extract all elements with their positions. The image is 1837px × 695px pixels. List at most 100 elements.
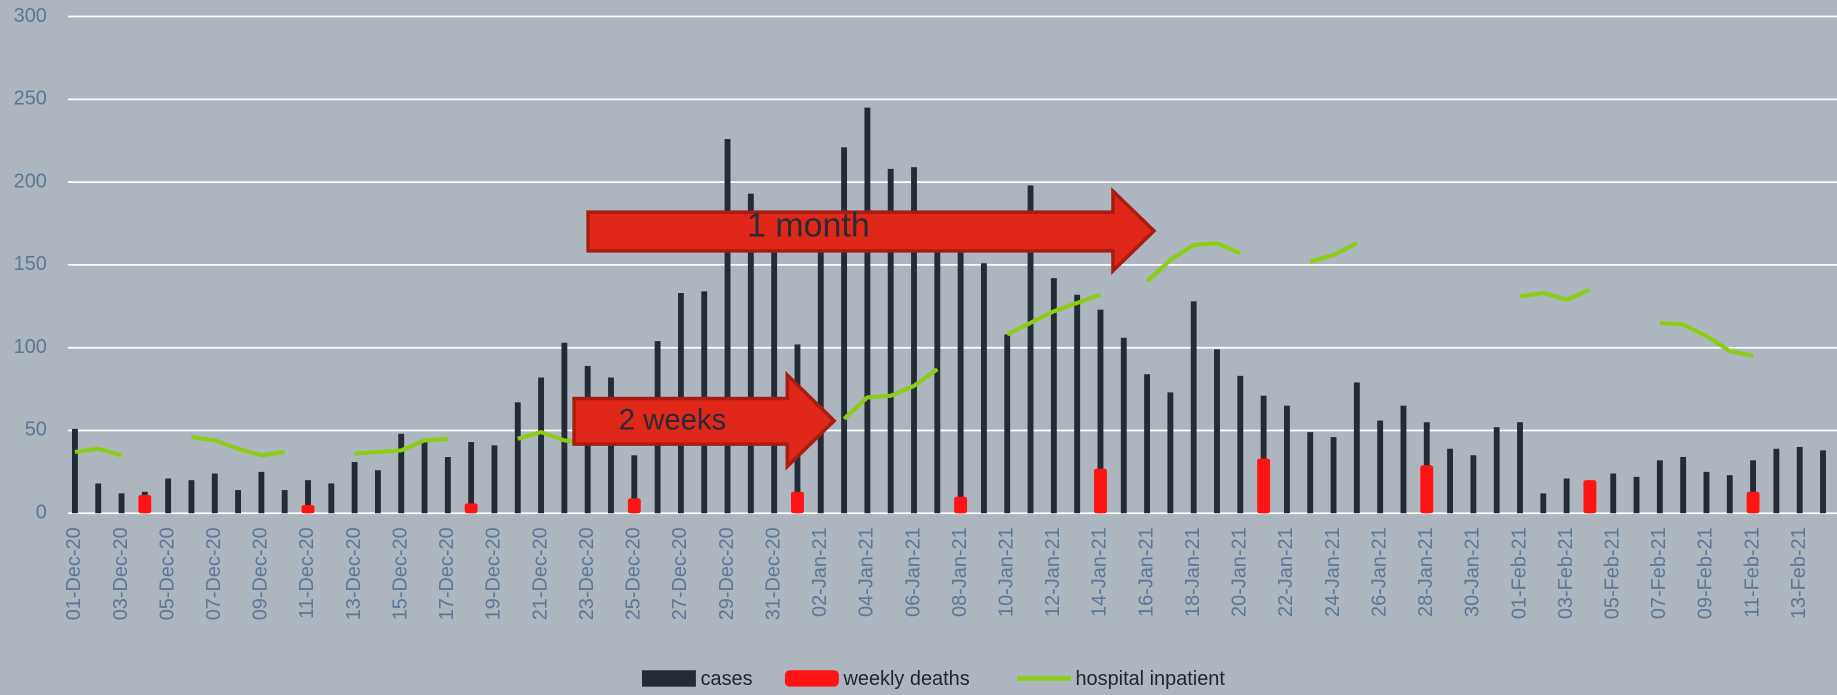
bar: [1540, 493, 1547, 514]
legend-label: cases: [701, 668, 753, 690]
x-tick-label: 31-Dec-20: [762, 527, 784, 620]
bar: [258, 471, 265, 514]
bar: [1680, 456, 1687, 514]
bar: [1583, 480, 1597, 514]
x-tick-label: 15-Dec-20: [389, 527, 411, 620]
bar: [305, 480, 311, 514]
bar: [1517, 422, 1523, 514]
bar: [421, 442, 428, 514]
bar: [817, 231, 824, 514]
bar: [1097, 309, 1104, 514]
x-tick-label: 14-Jan-21: [1089, 527, 1111, 617]
bar: [980, 263, 987, 514]
bar: [631, 455, 638, 514]
x-tick-label: 11-Feb-21: [1741, 527, 1763, 617]
x-tick-label: 03-Feb-21: [1555, 527, 1577, 619]
bar: [791, 491, 804, 514]
bar: [301, 504, 315, 514]
bar: [118, 493, 125, 514]
bars: [71, 107, 1826, 514]
x-tick-label: 07-Dec-20: [203, 527, 225, 620]
y-tick-label: 50: [25, 419, 47, 441]
bar: [538, 377, 545, 514]
y-tick-label: 0: [36, 502, 47, 524]
bar: [514, 402, 521, 514]
bar: [1633, 476, 1640, 514]
x-tick-label: 17-Dec-20: [436, 527, 458, 620]
x-tick-label: 25-Dec-20: [623, 527, 645, 620]
bar: [1656, 460, 1663, 514]
bar: [1144, 374, 1151, 514]
bar: [351, 461, 358, 514]
x-tick-label: 09-Dec-20: [250, 527, 272, 620]
x-tick-label: 24-Jan-21: [1322, 527, 1344, 617]
bar: [1074, 294, 1081, 514]
bar: [1377, 420, 1384, 514]
lines: [74, 241, 1754, 458]
x-tick-label: 29-Dec-20: [716, 527, 738, 620]
x-tick-label: 22-Jan-21: [1275, 527, 1297, 617]
x-tick-label: 13-Dec-20: [343, 527, 365, 620]
bar: [1563, 478, 1570, 514]
bar: [1353, 382, 1360, 514]
bar: [1447, 448, 1454, 514]
x-tick-label: 28-Jan-21: [1415, 527, 1437, 617]
y-tick-label: 100: [14, 336, 47, 358]
bar: [398, 433, 405, 514]
bar: [1703, 471, 1710, 514]
bar: [561, 342, 568, 514]
x-tick-label: 18-Jan-21: [1182, 527, 1204, 617]
bar: [1470, 455, 1477, 514]
bar: [1820, 450, 1826, 514]
x-tick-label: 19-Dec-20: [483, 527, 505, 620]
x-tick-label: 27-Dec-20: [669, 527, 691, 620]
bar: [1746, 491, 1760, 514]
bar: [464, 503, 478, 514]
x-tick-label: 01-Dec-20: [63, 527, 85, 620]
bar: [1257, 458, 1271, 514]
x-tick-label: 20-Jan-21: [1229, 527, 1251, 617]
bar: [95, 483, 102, 514]
x-tick-label: 05-Dec-20: [156, 527, 178, 620]
legend-swatch: [784, 670, 839, 687]
bar: [1167, 392, 1174, 514]
bar: [1726, 475, 1733, 514]
bar: [444, 456, 451, 514]
x-tick-label: 02-Jan-21: [809, 527, 831, 617]
arrow-shape: [586, 186, 1157, 275]
arrow-shape: [572, 370, 837, 471]
bar: [747, 193, 754, 514]
bar: [1750, 460, 1757, 514]
bar: [887, 168, 894, 514]
x-tick-label: 11-Dec-20: [296, 527, 318, 618]
bar: [165, 478, 172, 514]
x-tick-label: 23-Dec-20: [576, 527, 598, 620]
arrow-1-month: 1 month: [586, 186, 1157, 275]
x-tick-label: 12-Jan-21: [1042, 527, 1064, 617]
legend-label: hospital inpatient: [1075, 668, 1225, 690]
legend-swatch: [642, 670, 696, 687]
x-tick-label: 08-Jan-21: [949, 527, 971, 617]
x-tick-label: 13-Feb-21: [1788, 527, 1810, 619]
bar: [1027, 185, 1034, 514]
bar: [1004, 334, 1011, 514]
bar: [911, 167, 917, 514]
y-tick-label: 250: [14, 88, 47, 110]
bar: [1283, 405, 1290, 514]
arrow-2-weeks: 2 weeks: [572, 370, 837, 471]
annotation: 2 weeks: [619, 404, 726, 437]
bar: [841, 147, 848, 514]
bar: [188, 480, 195, 514]
bar: [1094, 468, 1107, 514]
bar: [864, 107, 871, 514]
x-tick-label: 21-Dec-20: [529, 527, 551, 620]
bar: [1050, 278, 1057, 514]
line: [74, 241, 1754, 458]
bar: [1420, 465, 1434, 514]
legend-label: weekly deaths: [843, 668, 970, 690]
bar: [957, 240, 964, 514]
y-tick-label: 200: [14, 170, 47, 192]
bar: [627, 498, 641, 514]
